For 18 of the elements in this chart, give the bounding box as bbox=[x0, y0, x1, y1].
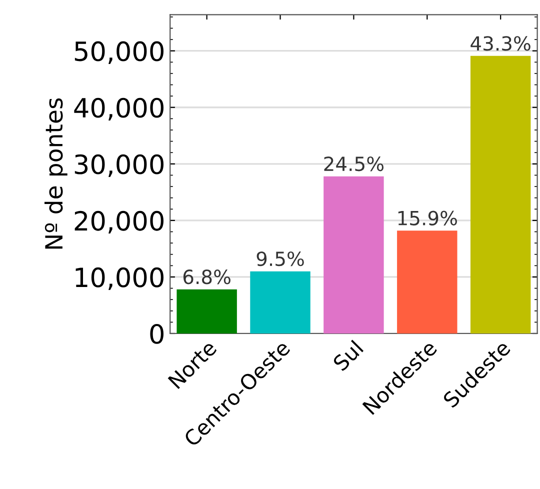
y-tick-label: 30,000 bbox=[74, 154, 164, 177]
annotation: 43.3% bbox=[470, 36, 530, 51]
y-tick-label: 40,000 bbox=[74, 98, 164, 120]
bar bbox=[176, 289, 237, 334]
bar bbox=[397, 230, 458, 334]
annotation: 24.5% bbox=[324, 156, 384, 172]
y-axis-title: Nº de pontes bbox=[44, 98, 68, 249]
bar bbox=[250, 271, 310, 334]
annotation: 15.9% bbox=[398, 210, 457, 226]
y-tick-label: 0 bbox=[150, 324, 164, 344]
x-tick-label: Sul bbox=[332, 340, 364, 372]
bar bbox=[324, 176, 384, 334]
annotation: 9.5% bbox=[256, 251, 304, 266]
annotation: 6.8% bbox=[183, 270, 230, 284]
y-tick-label: 20,000 bbox=[74, 210, 164, 234]
y-tick-label: 50,000 bbox=[74, 41, 164, 64]
bar bbox=[470, 56, 531, 334]
y-tick-label: 10,000 bbox=[76, 267, 164, 290]
